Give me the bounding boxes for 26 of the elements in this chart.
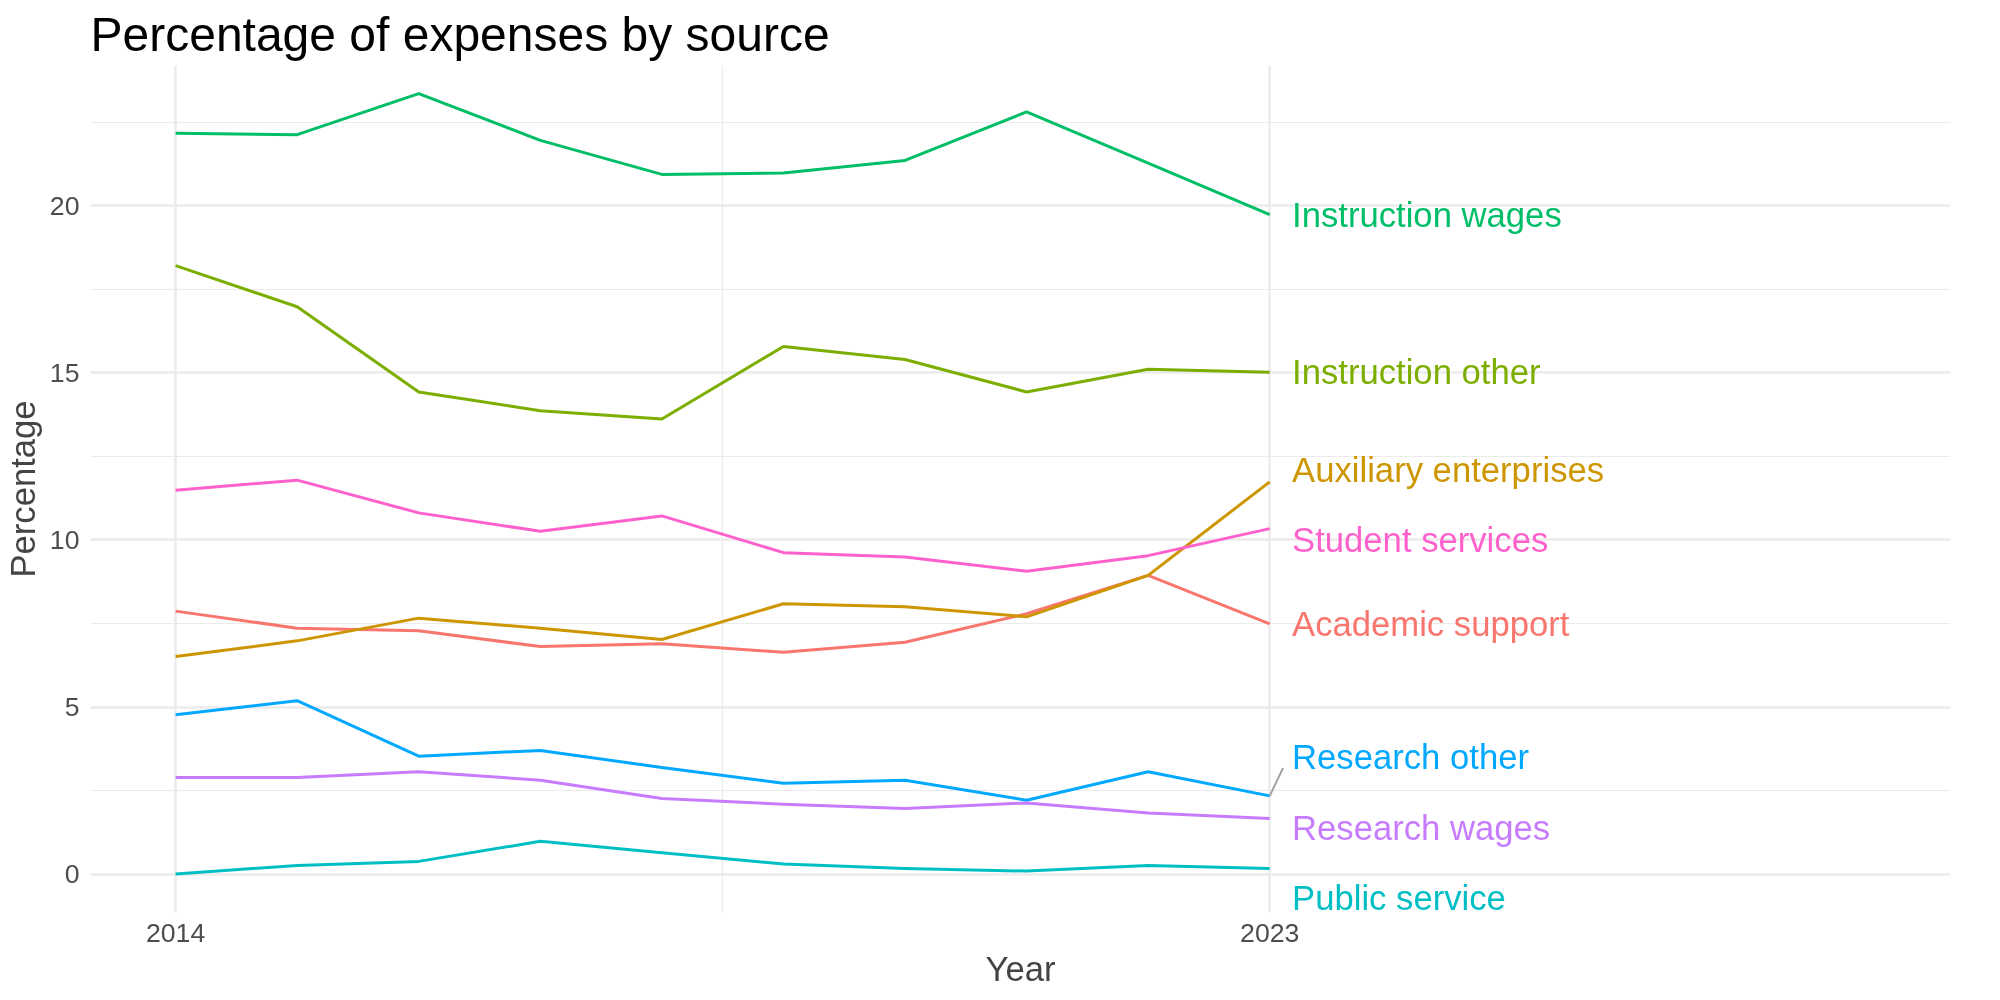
series-label: Instruction wages <box>1292 195 1562 234</box>
y-axis-title: Percentage <box>3 400 42 578</box>
line-series <box>174 573 1272 654</box>
line-series <box>174 770 1272 821</box>
y-tick-label: 15 <box>49 357 80 388</box>
series-label: Academic support <box>1292 604 1570 643</box>
y-tick-label: 20 <box>49 190 80 221</box>
series-label: Public service <box>1292 878 1506 917</box>
y-tick-label: 10 <box>49 524 80 555</box>
line-series <box>174 480 1272 659</box>
chart-title: Percentage of expenses by source <box>90 7 830 61</box>
series-label: Instruction other <box>1292 353 1541 392</box>
y-tick-label: 0 <box>64 859 80 890</box>
x-tick-label: 2023 <box>1240 917 1300 948</box>
line-series <box>174 699 1272 802</box>
series-label: Research other <box>1292 738 1529 777</box>
line-series <box>174 839 1272 876</box>
x-tick-label: 2014 <box>145 917 206 948</box>
line-series <box>174 92 1272 217</box>
y-tick-label: 5 <box>64 692 80 723</box>
line-series <box>174 264 1272 421</box>
series-label: Student services <box>1292 521 1549 560</box>
series-label: Auxiliary enterprises <box>1292 451 1605 490</box>
x-axis-title: Year <box>985 949 1056 988</box>
series-label: Research wages <box>1292 808 1551 847</box>
line-series <box>174 478 1272 573</box>
